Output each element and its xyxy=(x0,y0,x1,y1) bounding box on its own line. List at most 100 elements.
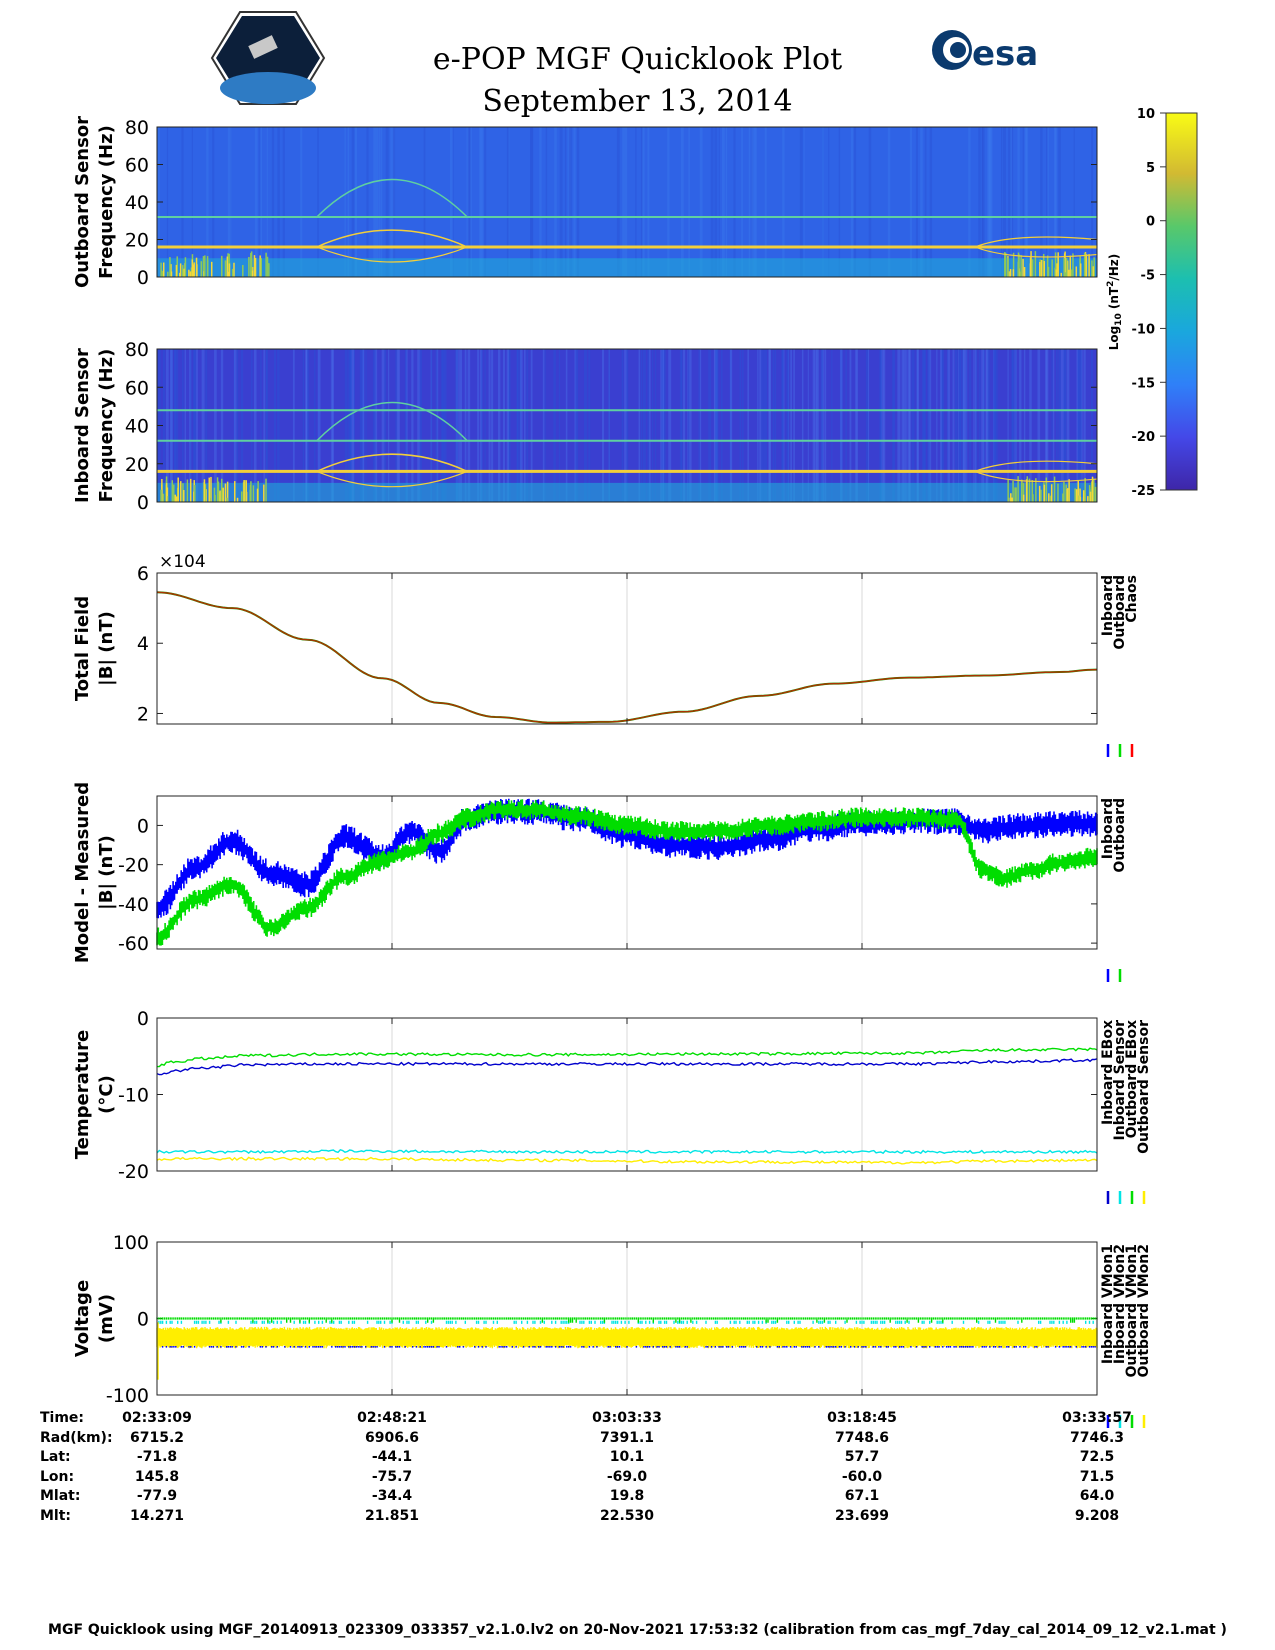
temperature-panel: -20 -10 0 Temperature (°C) Inboard EBoxInboar… xyxy=(72,1008,1152,1204)
total-field-exponent: ×104 xyxy=(159,552,206,572)
outboard-spectrogram-ylabel-1: Frequency (Hz) xyxy=(96,125,117,279)
orbit-cell: 57.7 xyxy=(844,1449,880,1465)
colorbar-tick-5: -15 xyxy=(1132,376,1156,391)
model-minus-measured-ylabel-1: |B| (nT) xyxy=(96,835,117,910)
plot-title: e-POP MGF Quicklook Plot xyxy=(432,42,843,77)
colorbar-tick-3: -5 xyxy=(1141,269,1155,284)
temperature-outboard-sensor-line xyxy=(156,1156,1098,1165)
inboard-spectrogram-lowfreq-band xyxy=(157,482,1097,502)
voltage-inboard-vmon2-trace xyxy=(158,1320,1094,1324)
orbit-cell: 03:33:57 xyxy=(1062,1410,1132,1426)
outboard-spectrogram-ytick-1: 20 xyxy=(125,230,149,252)
plot-date: September 13, 2014 xyxy=(482,84,793,119)
orbit-row-label: Rad(km): xyxy=(40,1429,113,1446)
temperature-ylabel-0: Temperature xyxy=(72,1030,93,1159)
orbit-cell: 7746.3 xyxy=(1069,1429,1125,1446)
outboard-spectrogram-end-split-lower xyxy=(974,246,1098,258)
model-minus-measured-legend-label-0: Inboard xyxy=(1100,798,1116,859)
orbit-cell: -34.4 xyxy=(371,1488,413,1504)
orbit-cell: -69.0 xyxy=(606,1468,648,1485)
model-minus-measured-legend-label-1: Outboard xyxy=(1112,798,1128,873)
temperature-legend-label-0: Inboard EBox xyxy=(1100,1020,1116,1125)
temperature-ylabel-1: (°C) xyxy=(96,1075,117,1114)
orbit-cell: -71.8 xyxy=(136,1449,178,1465)
orbit-cell: 64.0 xyxy=(1079,1488,1115,1504)
voltage-ytick-1: 0 xyxy=(137,1309,149,1331)
outboard-spectrogram-panel: 0 20 40 60 80 Outboard Sensor Frequency (Hz) xyxy=(72,116,1098,289)
temperature-outboard-ebox-line xyxy=(156,1149,1098,1155)
orbit-cell: 02:48:21 xyxy=(357,1410,427,1426)
outboard-spectrogram-hump-mid xyxy=(316,229,468,248)
orbit-cell: 21.851 xyxy=(364,1507,420,1524)
orbit-cell: 9.208 xyxy=(1074,1507,1120,1524)
orbit-cell: 19.8 xyxy=(609,1488,645,1504)
total-field-ylabel-1: |B| (nT) xyxy=(96,611,117,686)
outboard-spectrogram-hump-upper xyxy=(316,178,468,218)
model-minus-measured-ytick-2: -20 xyxy=(118,855,149,877)
outboard-spectrogram-ytick-2: 40 xyxy=(125,192,149,214)
orbit-row-label: Lat: xyxy=(40,1449,71,1465)
esa-logo: esa xyxy=(972,34,1039,74)
colorbar-tick-6: -20 xyxy=(1132,430,1156,445)
orbit-cell: 03:03:33 xyxy=(592,1410,662,1426)
voltage-inboard-vmon1-trace xyxy=(161,1346,1096,1348)
outboard-spectrogram-streaks xyxy=(157,127,1094,277)
temperature-ytick-2: 0 xyxy=(137,1008,149,1030)
esa-logo-icon xyxy=(932,30,972,70)
voltage-legend-label-0: Inboard VMon1 xyxy=(1100,1244,1116,1364)
inboard-spectrogram-streaks xyxy=(157,349,1093,502)
model-minus-measured-ytick-0: -60 xyxy=(118,933,149,955)
temperature-ytick-1: -10 xyxy=(118,1085,149,1107)
voltage-legend-label-2: Outboard VMon1 xyxy=(1124,1244,1140,1378)
inboard-spectrogram-hump-upper xyxy=(316,401,468,442)
colorbar: 10 5 0 -5 -10 -15 -20 -25 Log10 (nT2/Hz) xyxy=(1106,107,1198,499)
orbit-row-label: Mlt: xyxy=(40,1507,72,1524)
orbit-cell: -44.1 xyxy=(371,1449,413,1465)
model-minus-measured-ytick-1: -40 xyxy=(118,894,149,916)
temperature-inboard-sensor-line xyxy=(156,1058,1098,1076)
model-minus-measured-panel: -60 -40 -20 0 Model - Measured |B| (nT) Inboar… xyxy=(72,782,1128,982)
orbit-cell: 145.8 xyxy=(134,1468,180,1485)
orbit-row-label: Lon: xyxy=(40,1468,75,1485)
outboard-spectrogram-background xyxy=(157,127,1097,277)
voltage-ytick-0: -100 xyxy=(106,1385,149,1407)
voltage-outboard-vmon2-trace xyxy=(156,1326,1098,1349)
voltage-ylabel-0: Voltage xyxy=(72,1280,93,1357)
orbit-cell: 22.530 xyxy=(599,1507,655,1524)
voltage-legend-label-1: Inboard VMon2 xyxy=(1112,1244,1128,1364)
orbit-cell: 6715.2 xyxy=(129,1429,185,1446)
footer-caption: MGF Quicklook using MGF_20140913_023309_… xyxy=(48,1622,1227,1638)
orbit-table: Time: 02:33:09 02:48:21 03:03:33 03:18:45 03:… xyxy=(0,1410,1275,1610)
colorbar-tick-4: -10 xyxy=(1132,322,1156,337)
voltage-ylabel-1: (mV) xyxy=(96,1294,117,1343)
orbit-cell: -77.9 xyxy=(136,1488,178,1504)
total-field-ytick-2: 6 xyxy=(137,563,149,585)
model-minus-measured-ytick-3: 0 xyxy=(137,815,149,837)
voltage-panel: -100 0 100 Voltage (mV) Inboard VMon1Inboard … xyxy=(72,1232,1152,1428)
inboard-spectrogram-ylabel-1: Frequency (Hz) xyxy=(96,349,117,503)
temperature-legend-label-1: Inboard Sensor xyxy=(1112,1020,1128,1141)
inboard-spectrogram-ytick-0: 0 xyxy=(137,492,149,514)
outboard-spectrogram-ylabel-0: Outboard Sensor xyxy=(72,116,93,288)
inboard-spectrogram-panel: 0 20 40 60 80 Inboard Sensor Frequency (Hz) xyxy=(72,339,1098,514)
orbit-cell: 71.5 xyxy=(1079,1468,1115,1485)
outboard-spectrogram-spikes xyxy=(160,251,1095,277)
voltage-legend-label-3: Outboard VMon2 xyxy=(1136,1244,1152,1378)
orbit-cell: 03:18:45 xyxy=(827,1410,897,1426)
outboard-spectrogram-hump-lower xyxy=(316,246,468,263)
orbit-cell: 02:33:09 xyxy=(122,1410,192,1426)
total-field-legend-label-0: Inboard xyxy=(1100,575,1116,636)
total-field-panel: 2 4 6 Total Field |B| (nT) ×104 InboardOutboar… xyxy=(72,552,1140,757)
inboard-spectrogram-hump-mid xyxy=(316,453,468,473)
inboard-spectrogram-hump-lower xyxy=(316,470,468,488)
total-field-ytick-1: 4 xyxy=(137,633,149,655)
colorbar-tick-1: 5 xyxy=(1146,161,1155,176)
colorbar-tick-0: 10 xyxy=(1137,107,1155,122)
inboard-spectrogram-spikes xyxy=(160,476,1097,502)
inboard-spectrogram-ytick-2: 40 xyxy=(125,416,149,438)
model-minus-measured-ylabel-0: Model - Measured xyxy=(72,782,93,963)
outboard-spectrogram-lowfreq-band xyxy=(157,258,1097,277)
orbit-cell: 7748.6 xyxy=(834,1429,890,1446)
inboard-spectrogram-end-split-upper xyxy=(974,460,1098,472)
